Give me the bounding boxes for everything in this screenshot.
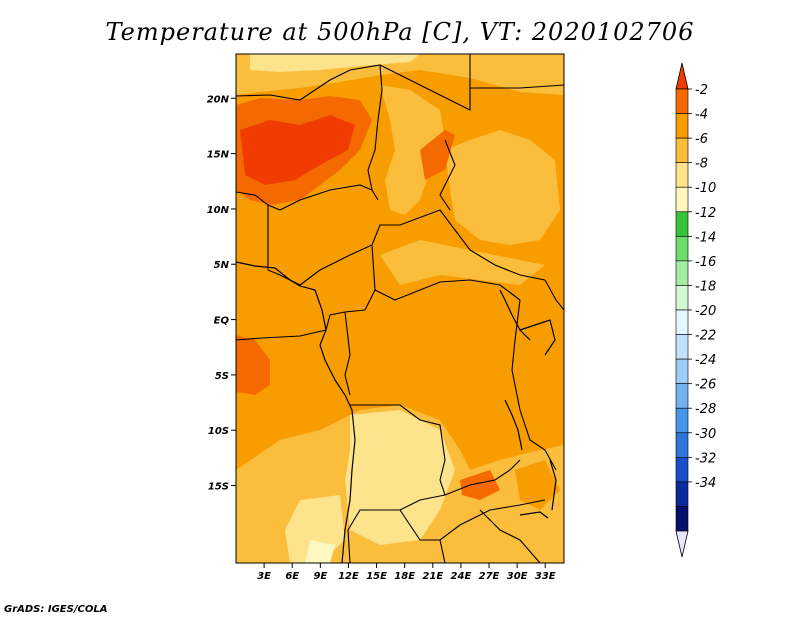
x-tick-label: 21E	[422, 571, 443, 582]
colorbar-swatch	[675, 113, 689, 139]
colorbar-label: -12	[695, 206, 716, 221]
colorbar-swatch	[675, 358, 689, 384]
x-tick-label: 24E	[451, 571, 472, 582]
y-tick-label: 15N	[207, 150, 230, 161]
colorbar-top-triangle	[675, 62, 689, 90]
map-title: Temperature at 500hPa [C], VT: 202010270…	[105, 18, 695, 46]
colorbar-swatch	[675, 457, 689, 483]
colorbar-label: -4	[695, 108, 708, 123]
colorbar-swatch	[675, 309, 689, 335]
colorbar-swatch	[675, 162, 689, 188]
y-tick-label: 15S	[208, 482, 229, 493]
colorbar-label: -14	[695, 230, 716, 245]
coastline	[236, 261, 557, 563]
x-tick-label: 9E	[313, 571, 327, 582]
colorbar-label: -24	[695, 353, 716, 368]
colorbar-label: -20	[695, 304, 716, 319]
colorbar-swatch	[675, 260, 689, 286]
y-tick-label: 10N	[207, 205, 230, 216]
x-tick-label: 6E	[285, 571, 299, 582]
x-tick-label: 3E	[257, 571, 271, 582]
colorbar-label: -32	[695, 451, 716, 466]
y-axis: 20N 15N 10N 5N EQ 5S 10S 15S	[207, 94, 236, 493]
colorbar-swatch	[675, 407, 689, 434]
x-tick-label: 27E	[479, 571, 500, 582]
x-tick-label: 33E	[535, 571, 556, 582]
x-axis: 3E 6E 9E 12E 15E 18E 21E 24E 27E 30E 33E	[257, 563, 556, 582]
colorbar-bottom-triangle	[675, 530, 689, 558]
y-tick-label: 5N	[214, 260, 230, 271]
colorbar-label: -26	[695, 378, 716, 393]
colorbar-swatch	[675, 432, 689, 458]
colorbar-label: -28	[695, 402, 716, 417]
colorbar-swatch	[675, 211, 689, 237]
colorbar-label: -18	[695, 279, 716, 294]
colorbar-swatch	[675, 88, 689, 114]
colorbar-label: -8	[695, 157, 708, 172]
colorbar-swatch	[675, 481, 689, 507]
colorbar-label: -10	[695, 181, 716, 196]
credit-label: GrADS: IGES/COLA	[4, 604, 108, 615]
colorbar-swatch	[675, 334, 689, 360]
map-frame	[235, 53, 565, 564]
y-tick-label: EQ	[214, 316, 230, 327]
colorbar-label: -2	[695, 83, 708, 98]
x-tick-label: 30E	[507, 571, 528, 582]
y-tick-label: 10S	[208, 426, 229, 437]
country-borders	[236, 54, 564, 563]
colorbar-swatch	[675, 285, 689, 311]
colorbar-label: -30	[695, 427, 716, 442]
colorbar-swatch	[675, 383, 689, 409]
colorbar-label: -22	[695, 329, 716, 344]
colorbar: -2 -4 -6 -8 -10 -12 -14 -16 -18 -20 -22 -24 -26 -28 -3…	[675, 62, 716, 558]
colorbar-swatch	[675, 137, 689, 163]
x-tick-label: 12E	[338, 571, 359, 582]
colorbar-label: -6	[695, 132, 708, 147]
x-tick-label: 18E	[394, 571, 415, 582]
temperature-field	[236, 54, 564, 563]
y-tick-label: 20N	[207, 94, 230, 105]
colorbar-swatch	[675, 506, 689, 532]
x-tick-label: 15E	[366, 571, 387, 582]
y-tick-label: 5S	[215, 371, 229, 382]
colorbar-swatch	[675, 186, 689, 213]
colorbar-label: -16	[695, 255, 716, 270]
colorbar-swatch	[675, 236, 689, 262]
colorbar-label: -34	[695, 476, 716, 491]
